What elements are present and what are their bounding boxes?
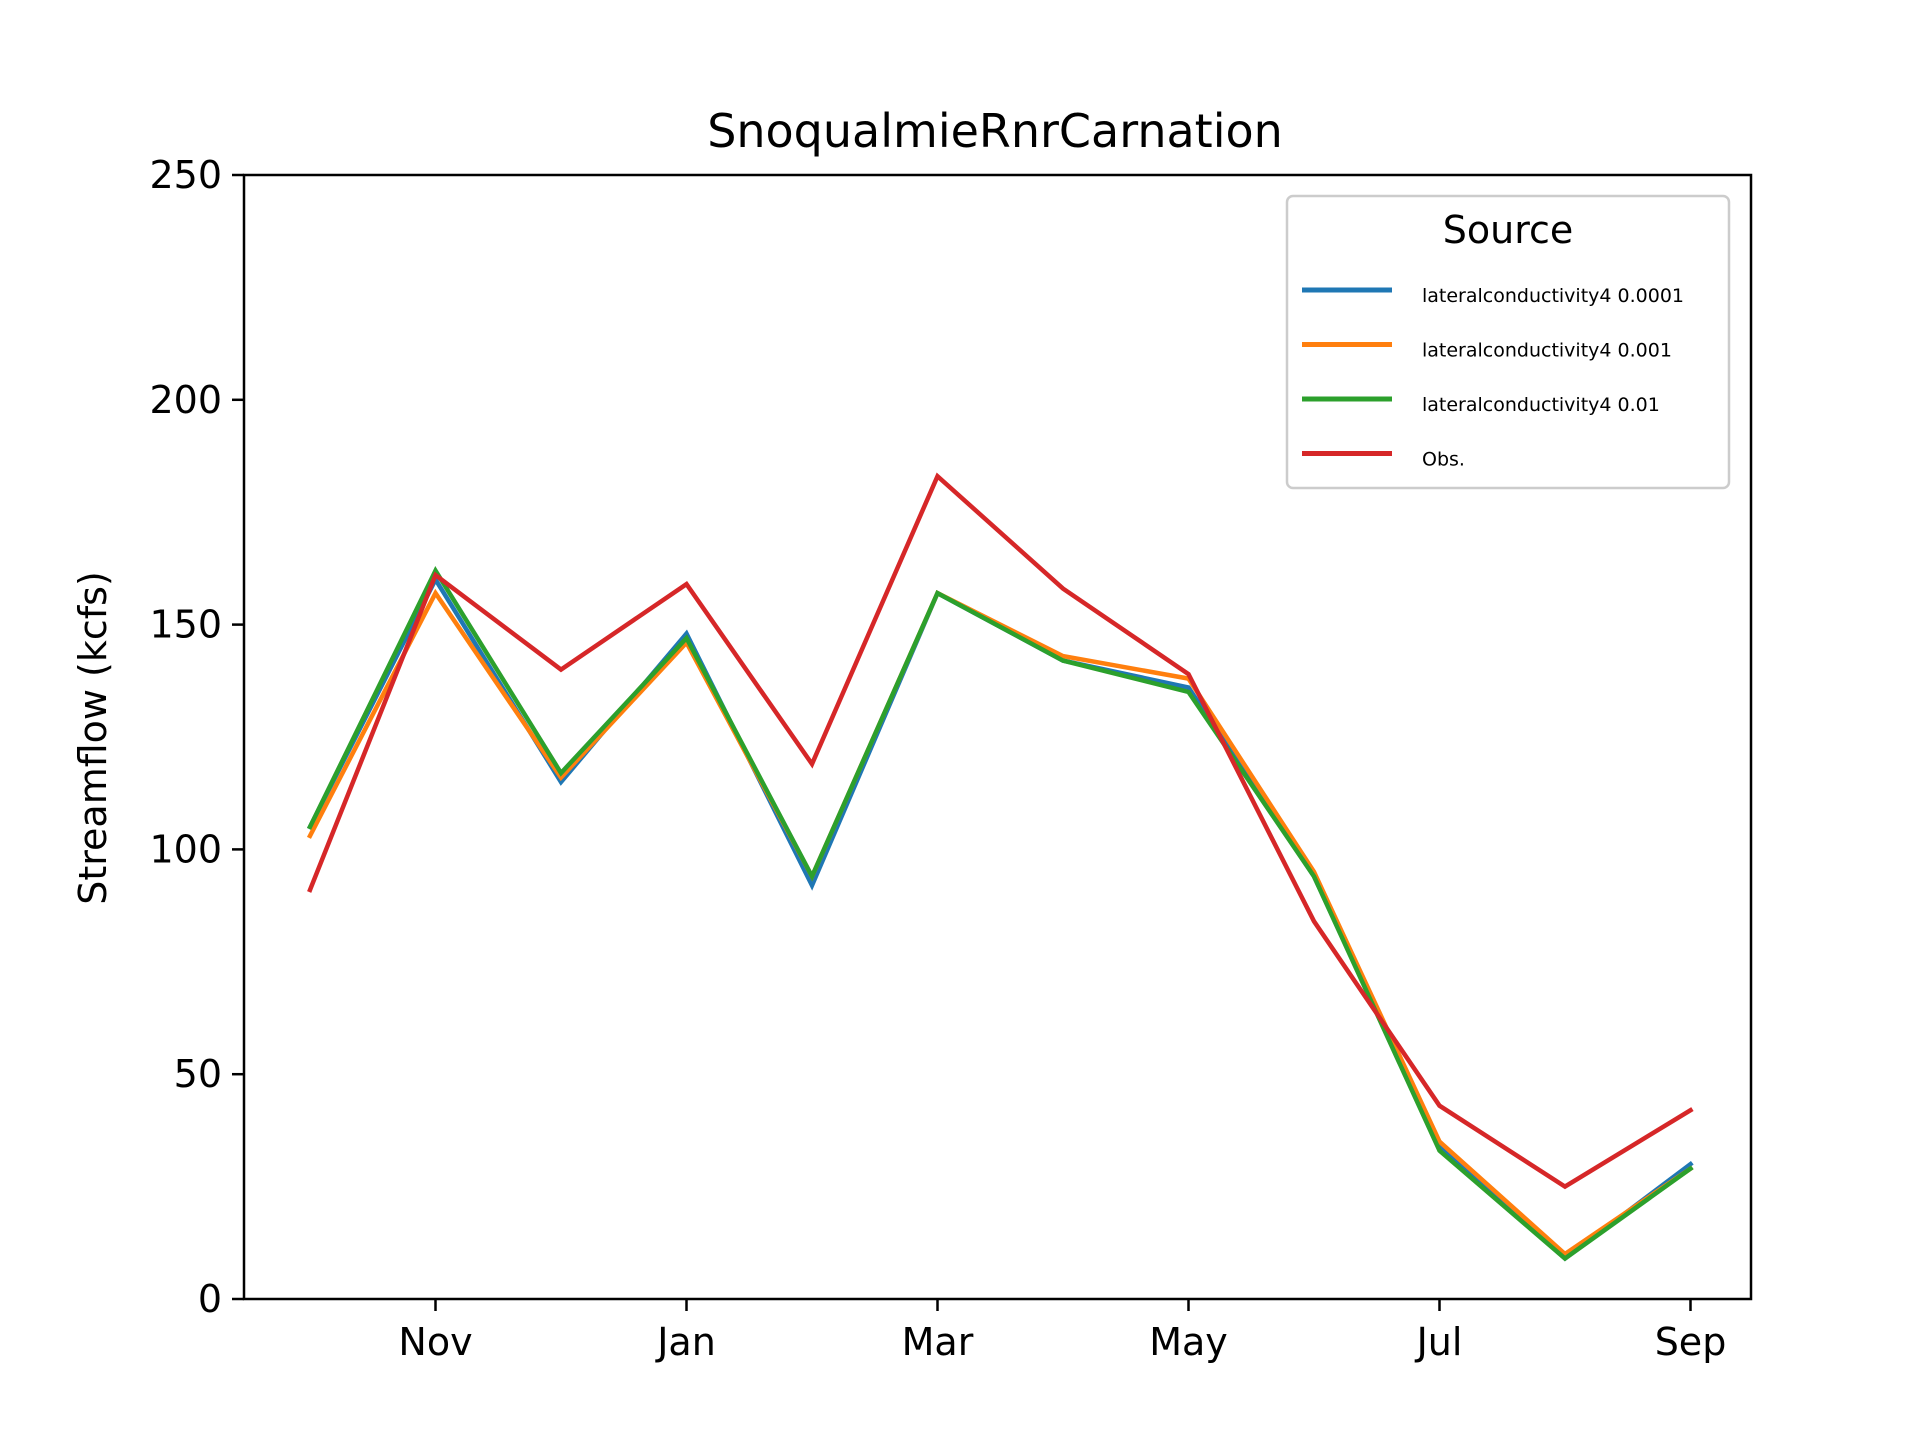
series-line xyxy=(306,588,1694,1257)
y-tick-label: 0 xyxy=(198,1277,222,1321)
legend-label: lateralconductivity4 0.001 xyxy=(1422,340,1672,362)
x-tick-label: Mar xyxy=(902,1320,974,1364)
legend-entries: lateralconductivity4 0.0001 lateralconduc… xyxy=(1302,285,1684,471)
x-tick-label: Jan xyxy=(655,1320,716,1364)
y-axis-label: Streamflow (kcfs) xyxy=(71,571,115,905)
y-tick-label: 200 xyxy=(149,378,222,422)
x-tick-label: Nov xyxy=(398,1320,472,1364)
legend: Source lateralconductivity4 0.0001latera… xyxy=(1285,194,1731,490)
series-line xyxy=(306,565,1694,1262)
legend-label: Obs. xyxy=(1422,449,1465,471)
legend-label: lateralconductivity4 0.01 xyxy=(1422,394,1660,416)
x-axis: Nov Jan Mar May Jul Sep xyxy=(398,1299,1726,1364)
x-tick-label: Sep xyxy=(1655,1320,1727,1364)
y-tick-label: 250 xyxy=(149,153,222,197)
chart-title: SnoqualmieRnrCarnation xyxy=(707,104,1283,158)
legend-box xyxy=(1285,194,1731,490)
y-tick-label: 100 xyxy=(149,827,222,871)
y-tick-label: 150 xyxy=(149,603,222,647)
x-tick-label: Jul xyxy=(1415,1320,1463,1364)
y-tick-label: 50 xyxy=(174,1052,222,1096)
x-tick-label: May xyxy=(1149,1320,1228,1364)
y-axis: 0 50 100 150 200 250 xyxy=(149,153,244,1321)
legend-label: lateralconductivity4 0.0001 xyxy=(1422,285,1684,307)
legend-title: Source xyxy=(1443,208,1574,252)
series-line xyxy=(307,472,1694,1190)
plot-lines xyxy=(306,472,1694,1262)
series-line xyxy=(306,575,1694,1262)
plot-frame xyxy=(242,173,1753,1301)
